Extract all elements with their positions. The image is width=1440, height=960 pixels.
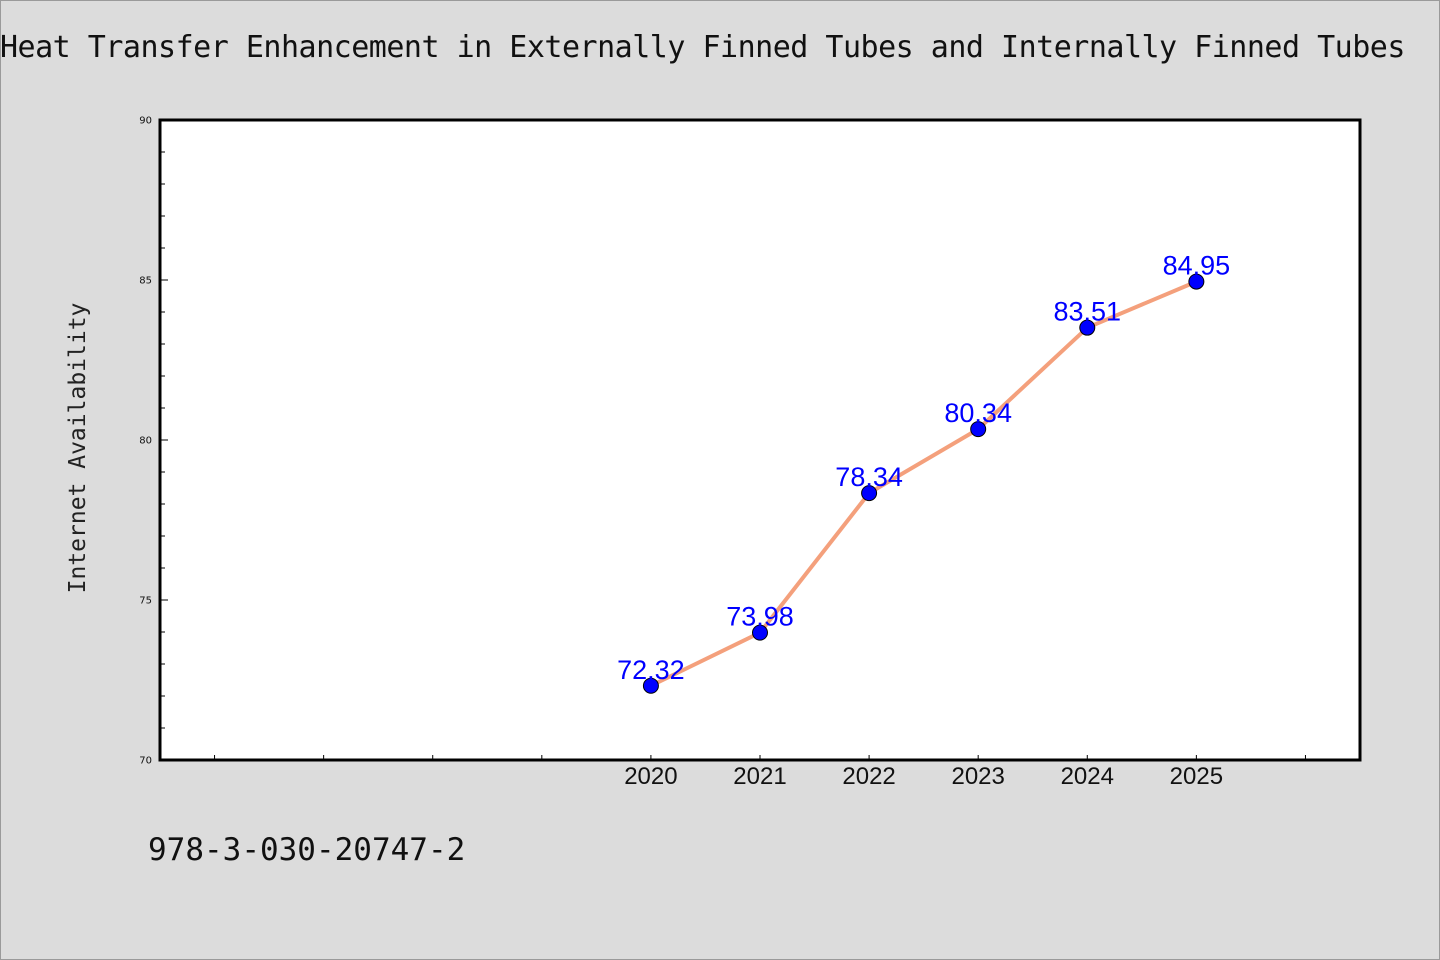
series-group: 72.32 73.98 78.34 80.34 83.51 84.95	[617, 251, 1230, 694]
x-tick-label: 2024	[1061, 763, 1114, 790]
y-tick-label: 75	[139, 596, 152, 607]
x-tick-label: 2021	[733, 763, 786, 790]
data-point	[861, 485, 878, 502]
data-point	[642, 677, 659, 694]
isbn-text: 978-3-030-20747-2	[148, 832, 466, 868]
chart-title: Heat Transfer Enhancement in Externally …	[0, 30, 1405, 65]
y-tick-label: 70	[139, 756, 152, 767]
x-tick-label: 2023	[951, 763, 1004, 790]
data-point	[1079, 319, 1096, 336]
y-tick-label: 80	[139, 436, 152, 447]
series-line	[648, 279, 1199, 688]
plot-area	[158, 118, 1362, 762]
y-axis-ticks: 70 75 80 85 90	[139, 116, 168, 767]
x-tick-label: 2020	[624, 763, 677, 790]
data-label: 80.34	[944, 398, 1012, 428]
data-label: 84.95	[1163, 251, 1231, 281]
data-point	[970, 421, 987, 438]
data-point	[1188, 273, 1205, 290]
x-axis-ticks: 2020 2021 2022 2023 2024 2025	[214, 755, 1306, 790]
x-tick-label: 2022	[842, 763, 895, 790]
y-tick-label: 90	[139, 116, 152, 127]
y-axis-label: Internet Availability	[65, 303, 91, 594]
data-point	[752, 624, 768, 641]
data-label: 72.32	[617, 655, 685, 685]
y-tick-label: 85	[139, 276, 152, 287]
data-label: 73.98	[726, 602, 794, 632]
data-label: 83.51	[1053, 297, 1121, 327]
data-label: 78.34	[835, 462, 903, 492]
x-tick-label: 2025	[1170, 763, 1223, 790]
